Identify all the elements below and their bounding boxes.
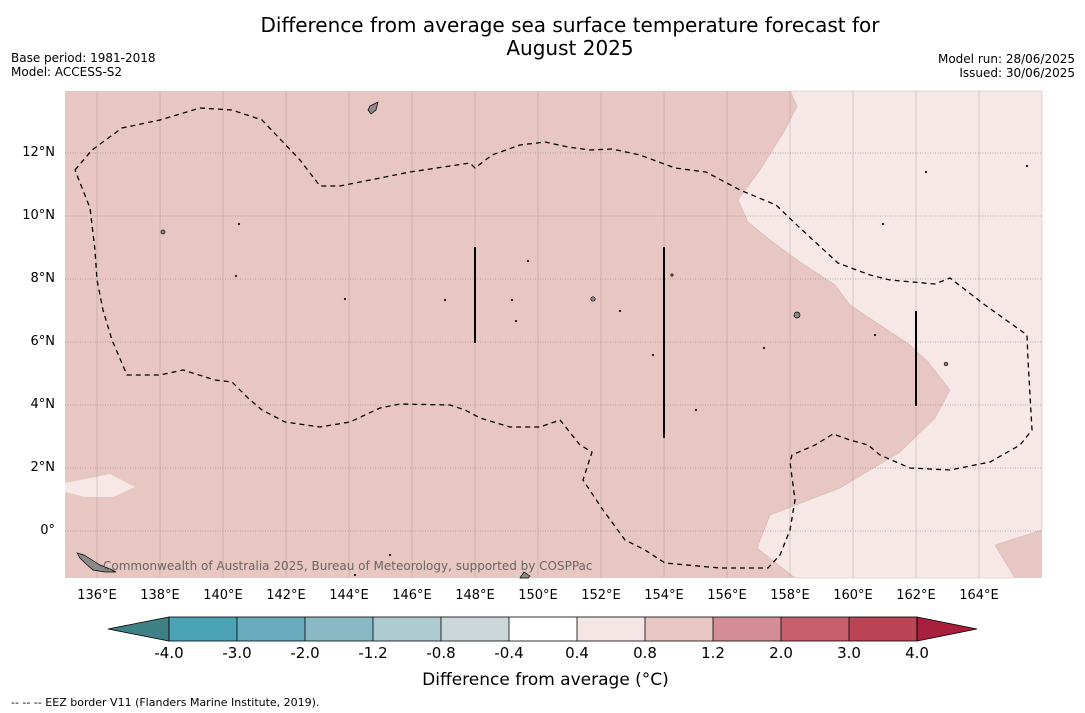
colorbar-extend-high (916, 616, 978, 642)
region-boundary-lines (474, 247, 917, 438)
colorbar-tick: 2.0 (769, 644, 793, 662)
colorbar-extend-low (107, 616, 170, 642)
lon-label-152e: 152°E (581, 588, 621, 603)
colorbar-tick: -0.4 (494, 644, 524, 662)
eez-border-palau-fsm-west (74, 107, 1033, 569)
lat-label-6n: 6°N (30, 334, 56, 349)
metadata-right: Model run: 28/06/2025 Issued: 30/06/2025 (938, 52, 1075, 80)
model-text: Model: ACCESS-S2 (11, 65, 123, 79)
colorbar-tick: 3.0 (837, 644, 861, 662)
colorbar-tick: -4.0 (154, 644, 184, 662)
metadata-left: Base period: 1981-2018 Model: ACCESS-S2 (11, 51, 156, 79)
island-palau (670, 273, 674, 277)
lon-label-150e: 150°E (518, 588, 558, 603)
colorbar-segment-5 (441, 617, 509, 641)
colorbar-dividers (168, 616, 918, 642)
colorbar-segment-1 (169, 617, 237, 641)
colorbar-tick: -1.2 (358, 644, 388, 662)
colorbar-segment-8 (645, 617, 713, 641)
colorbar-tick: 1.2 (701, 644, 725, 662)
issued-text: Issued: 30/06/2025 (959, 66, 1075, 80)
copyright-notice: Commonwealth of Australia 2025, Bureau o… (103, 559, 593, 573)
lon-label-142e: 142°E (266, 588, 306, 603)
islands (76, 101, 1029, 579)
lat-label-12n: 12°N (22, 145, 55, 160)
colorbar-segment-6 (509, 617, 577, 641)
island-new-guinea-nw (76, 552, 117, 573)
lat-label-0: 0° (40, 523, 55, 538)
colorbar-segment-9 (713, 617, 781, 641)
colorbar-tick: 0.8 (633, 644, 657, 662)
colorbar-segment-11 (849, 617, 917, 641)
anomaly-region-light-west (65, 474, 135, 497)
lon-label-148e: 148°E (455, 588, 495, 603)
title-line-1: Difference from average sea surface temp… (260, 13, 880, 37)
colorbar-segment-4 (373, 617, 441, 641)
island-north-guam (367, 101, 379, 115)
eez-borders (74, 107, 1033, 569)
lon-label-138e: 138°E (140, 588, 180, 603)
colorbar-tick: -0.8 (426, 644, 456, 662)
colorbar-segment-10 (781, 617, 849, 641)
lon-label-146e: 146°E (392, 588, 432, 603)
colorbar-tick: -3.0 (222, 644, 252, 662)
base-period-text: Base period: 1981-2018 (11, 51, 156, 65)
island-chuuk-cluster (590, 296, 596, 302)
lon-label-162e: 162°E (896, 588, 936, 603)
lat-label-4n: 4°N (30, 397, 56, 412)
eez-footnote: -- -- -- EEZ border V11 (Flanders Marine… (11, 696, 320, 709)
colorbar-label: Difference from average (°C) (422, 670, 669, 690)
anomaly-region-light-east (737, 90, 1043, 579)
parallel-lines (65, 152, 1042, 532)
lat-label-2n: 2°N (30, 460, 56, 475)
colorbar-tick: -2.0 (290, 644, 320, 662)
island-yap (160, 229, 166, 235)
colorbar-segment-2 (237, 617, 305, 641)
lon-label-164e: 164°E (959, 588, 999, 603)
island-pohnpei (793, 311, 801, 319)
lon-label-158e: 158°E (770, 588, 810, 603)
colorbar-tick: 4.0 (905, 644, 929, 662)
model-run-text: Model run: 28/06/2025 (937, 52, 1075, 66)
lat-label-8n: 8°N (30, 271, 56, 286)
colorbar-segment-3 (305, 617, 373, 641)
island-new-guinea-north (519, 571, 531, 579)
colorbar-tick: 0.4 (565, 644, 589, 662)
lon-label-136e: 136°E (77, 588, 117, 603)
lon-label-160e: 160°E (833, 588, 873, 603)
map-title: Difference from average sea surface temp… (0, 14, 1085, 60)
lon-label-140e: 140°E (203, 588, 243, 603)
lon-label-154e: 154°E (644, 588, 684, 603)
colorbar-segment-7 (577, 617, 645, 641)
lon-label-156e: 156°E (707, 588, 747, 603)
lon-label-144e: 144°E (329, 588, 369, 603)
island-kosrae (943, 361, 949, 367)
lat-label-10n: 10°N (22, 208, 55, 223)
title-line-2: August 2025 (506, 36, 634, 60)
